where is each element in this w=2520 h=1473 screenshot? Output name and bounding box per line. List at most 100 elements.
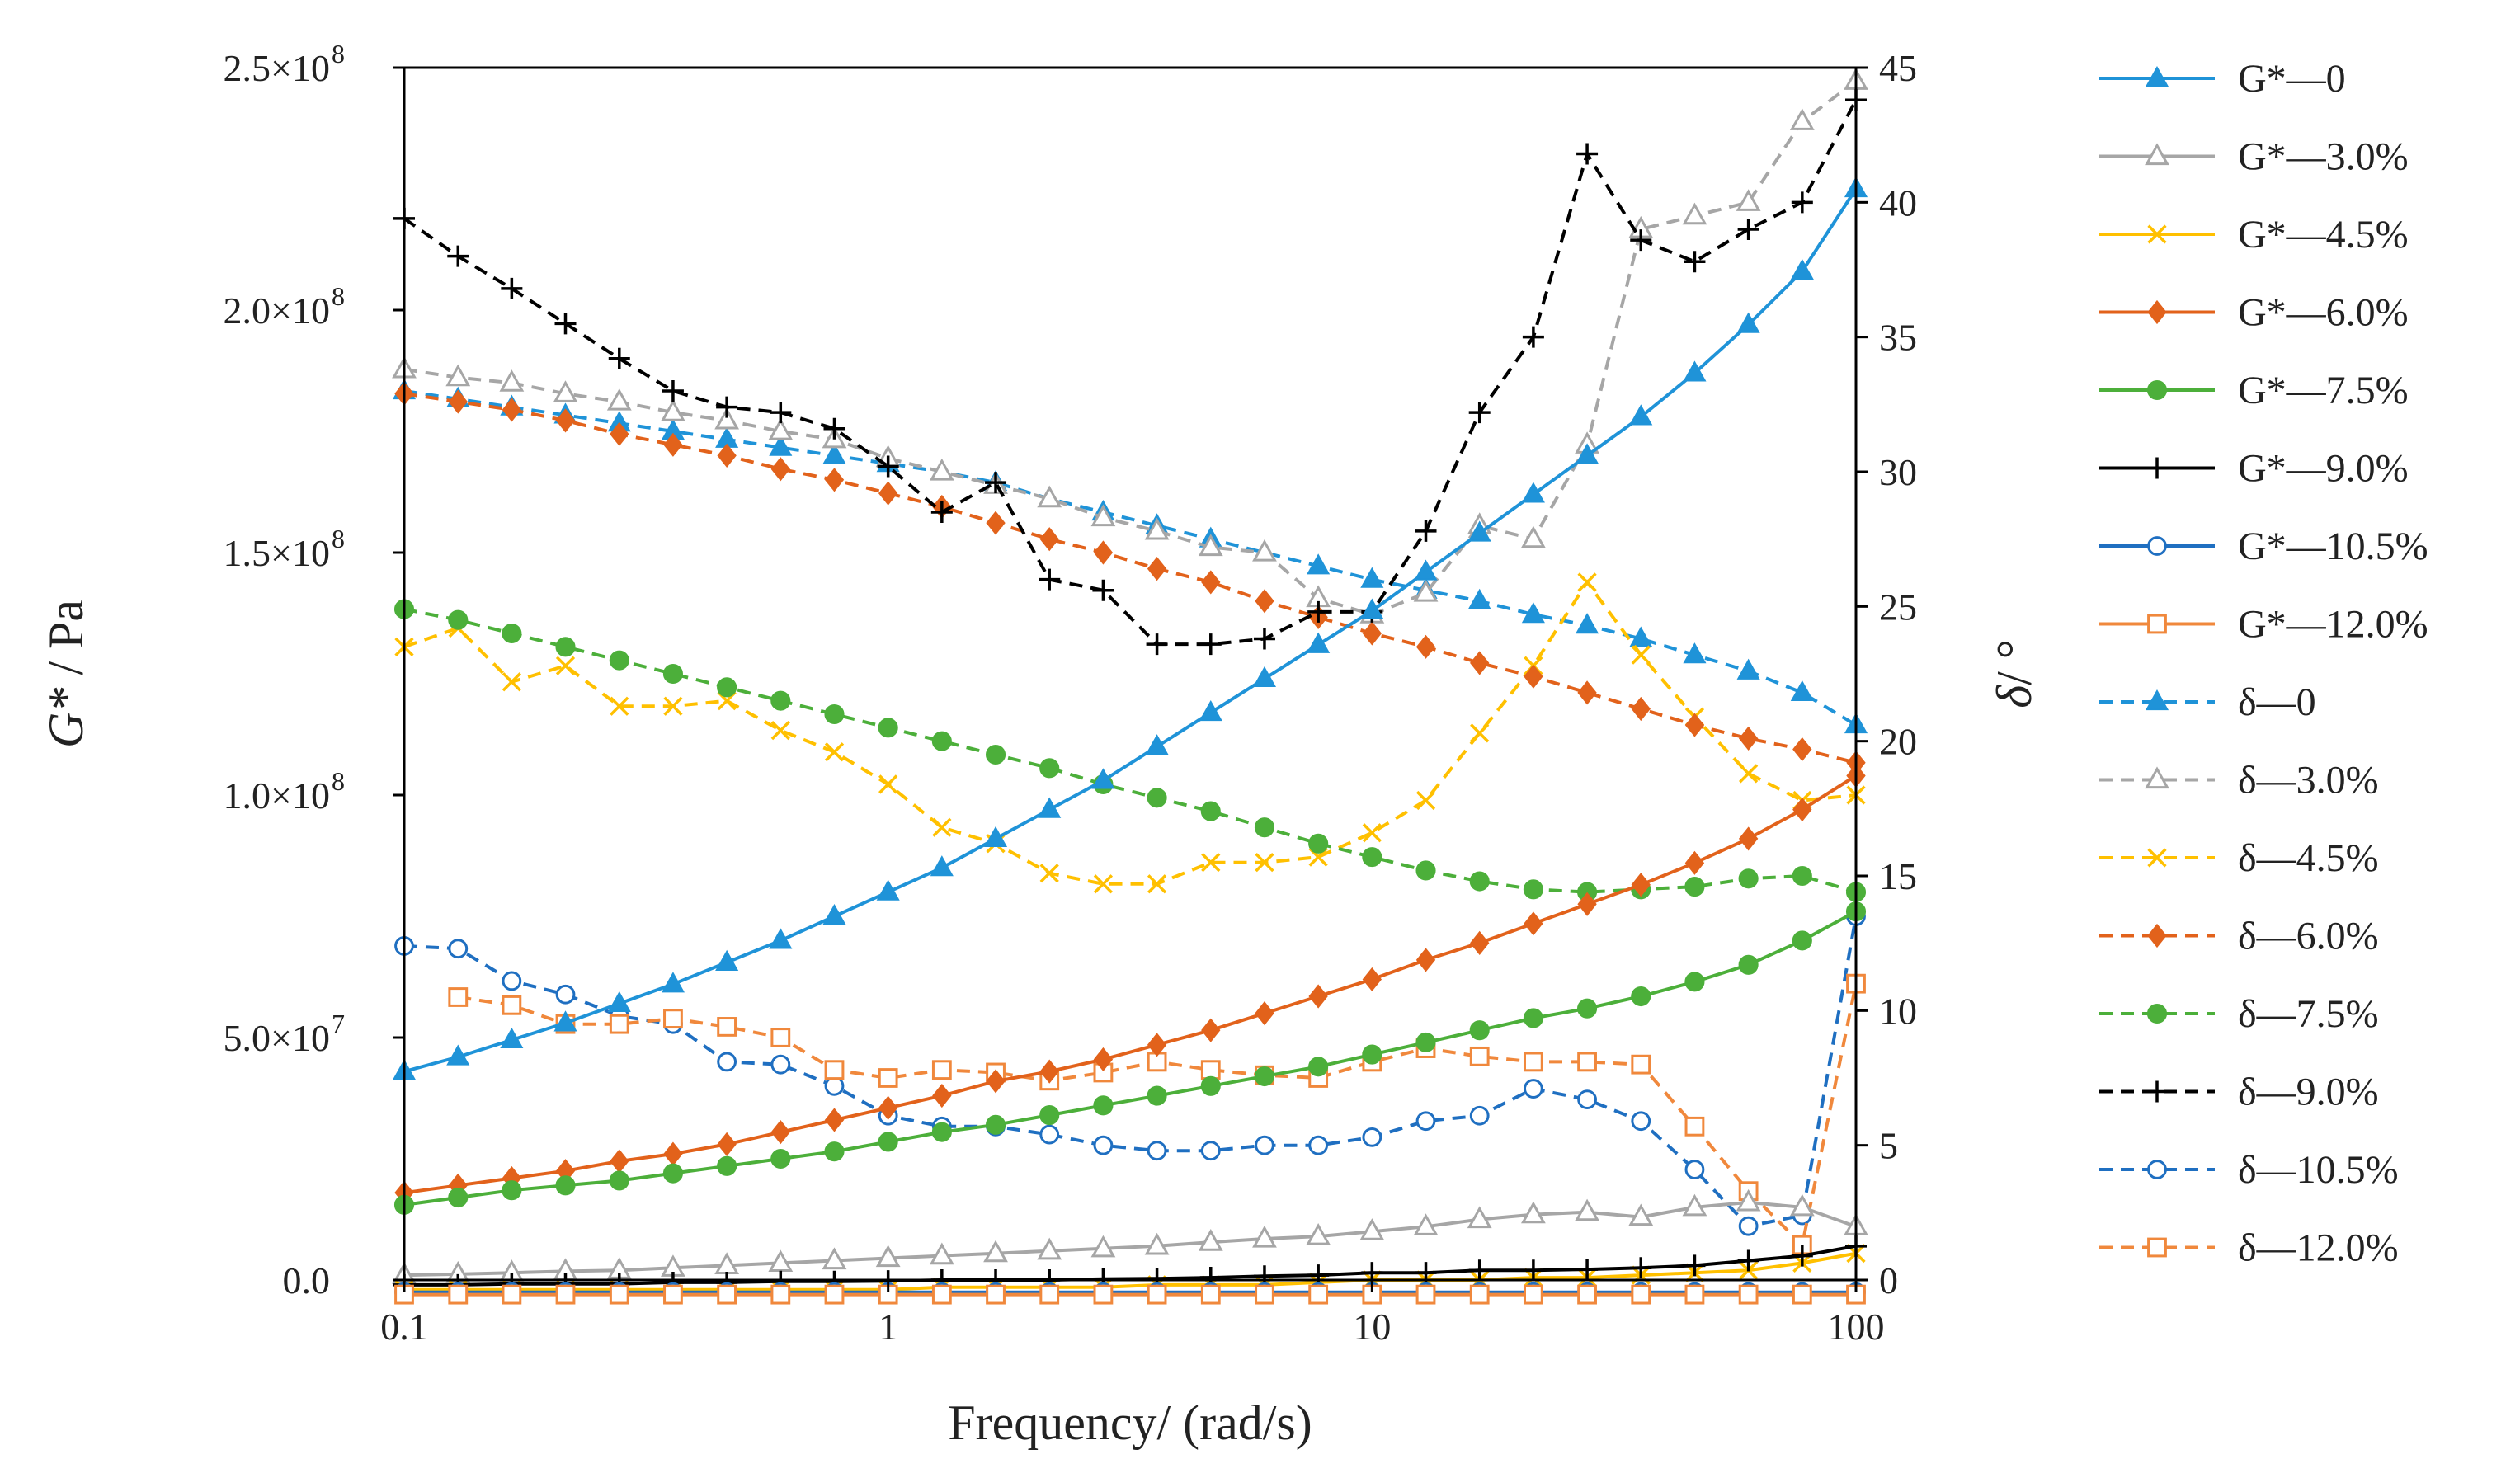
data-point <box>878 1095 898 1120</box>
data-point <box>1414 559 1438 581</box>
data-point <box>2147 614 2167 634</box>
data-point <box>447 245 469 267</box>
data-point <box>1362 1044 1382 1065</box>
data-point <box>662 1163 683 1184</box>
data-point <box>2146 1080 2168 1103</box>
legend: G*—0 G*—3.0% G*—4.5% G*—6.0% G*—7.5% G*—9.0% G… <box>2099 57 2428 1270</box>
data-point <box>1470 930 1490 955</box>
data-point <box>932 1083 952 1108</box>
data-point <box>1684 850 1705 875</box>
plot-frame <box>403 66 1858 1282</box>
data-point <box>1255 853 1274 873</box>
data-point <box>1362 823 1382 843</box>
data-point <box>502 623 522 644</box>
data-point <box>878 481 898 506</box>
legend-entry: δ—12.0% <box>2099 1226 2399 1270</box>
data-point <box>985 744 1006 765</box>
data-point <box>1306 1223 1331 1245</box>
data-point <box>1789 108 1815 130</box>
data-point <box>1738 726 1759 751</box>
data-point <box>1093 1284 1114 1305</box>
data-point <box>448 1187 469 1208</box>
legend-entry: δ—9.0% <box>2099 1071 2379 1114</box>
data-point <box>606 388 632 411</box>
data-point <box>1631 1111 1651 1132</box>
data-point <box>770 402 792 424</box>
data-point <box>823 417 845 440</box>
data-point <box>1039 527 1059 552</box>
data-point <box>985 472 1007 494</box>
legend-entry: δ—6.0% <box>2099 915 2379 958</box>
data-point <box>1308 984 1328 1009</box>
right-y-tick-label: 20 <box>1879 721 1917 763</box>
legend-entry: G*—6.0% <box>2099 291 2409 335</box>
data-point <box>983 1240 1008 1263</box>
data-point <box>932 817 952 837</box>
data-point <box>931 1122 952 1142</box>
series-10 <box>394 572 1866 894</box>
data-point <box>1308 833 1329 854</box>
data-point <box>1792 930 1812 951</box>
data-point <box>554 313 577 335</box>
data-point <box>1147 1284 1167 1305</box>
data-point <box>1631 1054 1651 1075</box>
data-point <box>1524 664 1543 689</box>
legend-label: G*—6.0% <box>2238 291 2409 335</box>
data-point <box>1684 1284 1705 1305</box>
legend-entry: δ—3.0% <box>2099 759 2379 802</box>
data-point <box>2147 224 2167 244</box>
data-point <box>1147 1033 1167 1057</box>
data-point <box>1362 847 1382 868</box>
data-point <box>1093 874 1114 894</box>
data-point <box>1147 874 1167 894</box>
legend-entry: G*—9.0% <box>2099 447 2409 491</box>
series-13 <box>393 89 1867 656</box>
data-point <box>1630 1257 1652 1279</box>
data-point <box>1684 972 1705 992</box>
data-point <box>1308 1135 1329 1155</box>
data-point <box>1091 768 1115 789</box>
legend-label: δ—4.5% <box>2238 836 2379 880</box>
data-point <box>1684 713 1705 737</box>
data-point <box>715 949 739 971</box>
data-point <box>1254 1066 1275 1087</box>
data-point <box>1252 539 1277 562</box>
data-point <box>1093 1135 1114 1155</box>
x-tick-label: 0.1 <box>380 1306 428 1348</box>
data-point <box>2147 536 2167 556</box>
data-point <box>929 458 954 481</box>
data-point <box>931 731 952 751</box>
legend-label: G*—10.5% <box>2238 525 2428 568</box>
data-point <box>768 417 794 440</box>
data-point <box>1038 797 1062 818</box>
data-point <box>1576 143 1599 165</box>
data-point <box>986 1069 1006 1094</box>
data-point <box>1415 1111 1436 1132</box>
data-point <box>1790 680 1814 701</box>
data-point <box>663 1009 683 1029</box>
data-point <box>1039 758 1060 779</box>
data-point <box>1522 1259 1544 1282</box>
data-point <box>717 1052 737 1072</box>
series-line <box>403 187 1858 1074</box>
data-point <box>1307 632 1331 653</box>
data-point <box>929 1242 954 1265</box>
data-point <box>1467 588 1491 609</box>
data-point <box>609 1170 629 1191</box>
data-point <box>448 389 468 414</box>
data-point <box>1037 1237 1062 1260</box>
legend-entry: δ—4.5% <box>2099 836 2379 880</box>
data-point <box>1683 360 1707 382</box>
data-point <box>986 1284 1006 1305</box>
data-point <box>824 1284 845 1305</box>
data-point <box>1628 1203 1654 1226</box>
data-point <box>1415 1284 1436 1305</box>
data-point <box>610 421 629 446</box>
x-axis-title: Frequency/ (rad/s) <box>948 1395 1312 1450</box>
right-y-tick-label: 5 <box>1879 1125 1898 1167</box>
data-point <box>446 1044 470 1066</box>
data-point <box>769 435 793 456</box>
data-point <box>1575 1198 1599 1221</box>
data-point <box>824 1141 845 1162</box>
data-point <box>1736 658 1760 680</box>
